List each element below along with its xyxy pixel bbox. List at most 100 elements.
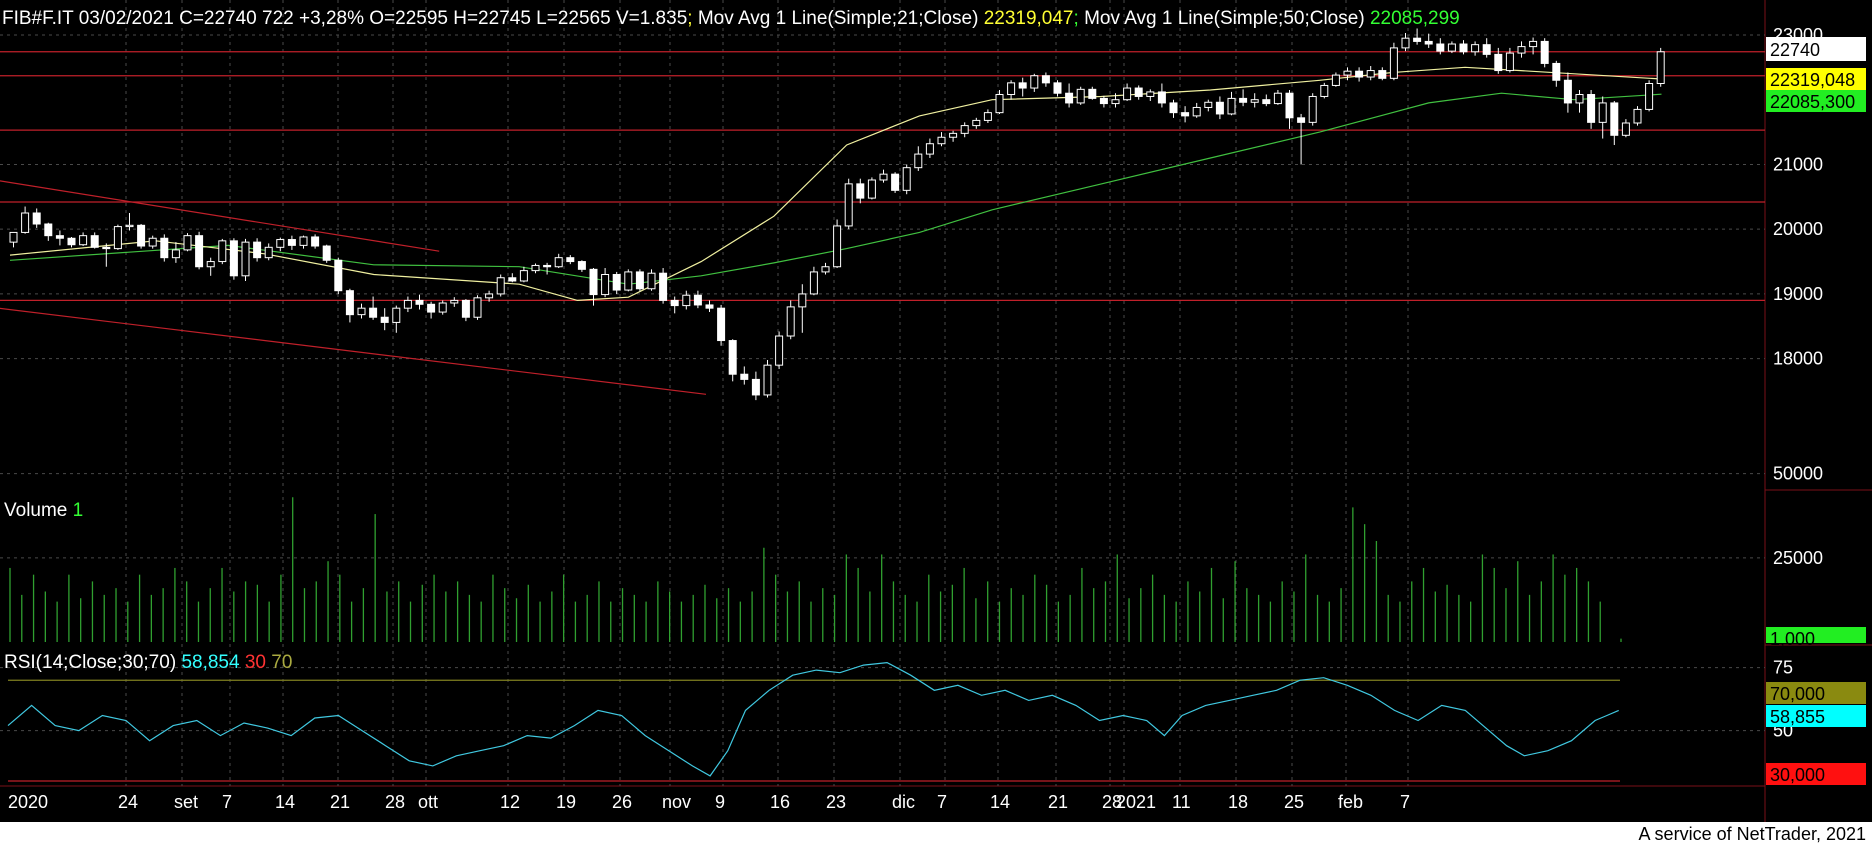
- candle: [508, 273, 517, 283]
- candle: [821, 262, 830, 275]
- badge-volume-text: 1,000: [1770, 629, 1815, 649]
- candle-body-down: [1285, 92, 1294, 119]
- candle-body-down: [44, 223, 53, 237]
- candle: [79, 232, 88, 247]
- candle-body-up: [809, 271, 818, 295]
- horizontal-levels: [0, 51, 1765, 302]
- candle: [1598, 96, 1607, 139]
- candle-body-up: [624, 271, 633, 291]
- candle: [195, 231, 204, 270]
- candle: [171, 242, 180, 263]
- footer-strip: [0, 822, 1872, 844]
- candle: [693, 290, 702, 309]
- candle: [369, 296, 378, 320]
- x-tick-label: ott: [418, 792, 438, 812]
- trendline: [0, 180, 440, 252]
- candle-body-up: [960, 125, 969, 134]
- candle: [450, 297, 459, 307]
- candle: [183, 233, 192, 252]
- candle: [682, 290, 691, 310]
- ma21-label: Mov Avg 1 Line(Simple;21;Close): [698, 8, 979, 29]
- candle: [543, 262, 552, 275]
- chart-header: FIB#F.IT 03/02/2021 C=22740 722 +3,28% O…: [2, 8, 1460, 29]
- candle-body-down: [670, 299, 679, 307]
- candle-body-down: [1297, 117, 1306, 123]
- candle-body-up: [983, 112, 992, 121]
- candle-body-up: [867, 179, 876, 199]
- candle: [311, 234, 320, 249]
- candle: [1494, 47, 1503, 74]
- candle: [1030, 73, 1039, 92]
- candle: [949, 130, 958, 142]
- candle: [415, 294, 424, 310]
- candle-body-up: [682, 294, 691, 307]
- candle: [403, 296, 412, 313]
- candle: [44, 222, 53, 241]
- candle: [1192, 102, 1201, 118]
- candle: [55, 230, 64, 246]
- x-tick-label: 19: [556, 792, 576, 812]
- candle-body-up: [1656, 51, 1665, 85]
- candle-body-down: [195, 235, 204, 268]
- candle-body-up: [554, 257, 563, 268]
- candle: [751, 371, 760, 401]
- candle: [531, 263, 540, 274]
- candle-body-down: [1053, 82, 1062, 94]
- candle-body-up: [914, 153, 923, 169]
- candle: [229, 238, 238, 280]
- candle-body-down: [659, 272, 668, 301]
- candle-body-up: [1517, 46, 1526, 54]
- candle-body-down: [1134, 87, 1143, 97]
- candle-body-down: [311, 236, 320, 247]
- candle: [322, 244, 331, 263]
- x-tick-label: 21: [330, 792, 350, 812]
- candle-body-up: [1308, 95, 1317, 123]
- candle: [427, 301, 436, 319]
- candle-body-down: [705, 304, 714, 309]
- candle-body-down: [55, 235, 64, 239]
- candle: [1389, 42, 1398, 81]
- x-tick-label: 11: [1172, 792, 1191, 812]
- candle-body-up: [1645, 83, 1654, 110]
- candle-body-down: [1413, 37, 1422, 42]
- candle-body-up: [786, 306, 795, 337]
- candle: [1123, 83, 1132, 101]
- badge-ma21-text: 22319,048: [1770, 70, 1855, 90]
- candle-body-down: [1494, 53, 1503, 72]
- candle-body-down: [1157, 91, 1166, 104]
- candle: [496, 274, 505, 297]
- candle-body-down: [612, 274, 621, 291]
- candle-body-up: [1447, 43, 1456, 52]
- candle: [1633, 106, 1642, 126]
- candle-body-up: [21, 212, 30, 233]
- badge-rsi-high-text: 70,000: [1770, 684, 1825, 704]
- candle: [380, 308, 389, 331]
- candle-body-down: [1041, 75, 1050, 84]
- candle-body-down: [322, 245, 331, 261]
- candle: [612, 271, 621, 294]
- candle: [1529, 37, 1538, 55]
- candle-body-up: [148, 237, 157, 247]
- badge-volume: 1,000: [1766, 627, 1866, 649]
- candle-body-down: [717, 307, 726, 342]
- candle: [1018, 77, 1027, 97]
- candle: [1099, 95, 1108, 108]
- candle: [763, 359, 772, 398]
- candle-body-up: [1273, 92, 1282, 105]
- candle-body-up: [995, 94, 1004, 114]
- candle-body-up: [925, 143, 934, 155]
- candle: [867, 177, 876, 200]
- candle: [972, 117, 981, 129]
- candle-body-up: [1123, 87, 1132, 101]
- candle: [1471, 41, 1480, 56]
- header-sep-2: ;: [1074, 8, 1079, 29]
- candle-body-down: [334, 259, 343, 292]
- candle-body-up: [1227, 97, 1236, 115]
- candle-body-up: [299, 236, 308, 246]
- candle: [125, 213, 134, 231]
- volume-bars: [9, 497, 1622, 642]
- candle-body-up: [1598, 102, 1607, 123]
- candle: [345, 288, 354, 323]
- candle-body-down: [287, 239, 296, 246]
- candle-body-up: [1076, 88, 1085, 104]
